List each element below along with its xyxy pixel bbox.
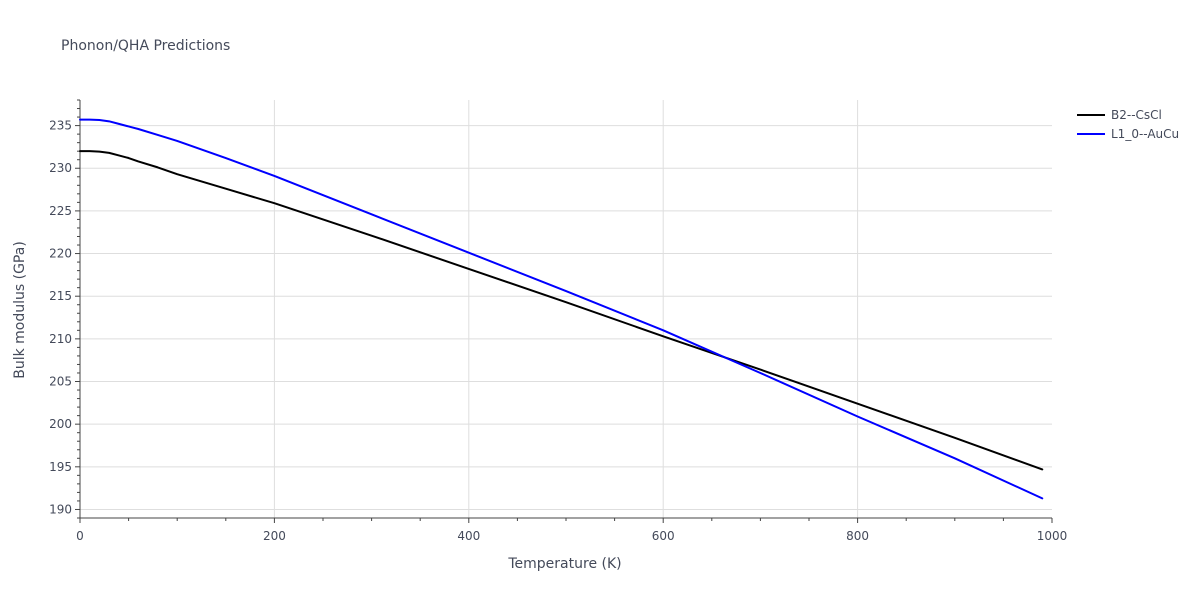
x-tick-label: 600: [652, 529, 675, 543]
y-tick-label: 205: [49, 375, 72, 389]
y-tick-label: 230: [49, 161, 72, 175]
legend[interactable]: B2--CsCl L1_0--AuCu: [1077, 108, 1179, 141]
x-tick-label: 400: [457, 529, 480, 543]
x-tick-label: 1000: [1037, 529, 1068, 543]
series-layer: [79, 118, 1044, 500]
x-tick-label: 800: [846, 529, 869, 543]
x-tick-label: 200: [263, 529, 286, 543]
series-line-l1-0-aucu[interactable]: [79, 118, 1044, 500]
x-tick-label: 0: [76, 529, 84, 543]
y-tick-label: 190: [49, 502, 72, 516]
legend-label: B2--CsCl: [1111, 108, 1162, 122]
x-axis-title: Temperature (K): [507, 556, 621, 572]
legend-item-b2-cscl[interactable]: B2--CsCl: [1077, 108, 1162, 122]
grid-layer: [80, 100, 1052, 518]
chart-title: Phonon/QHA Predictions: [61, 38, 230, 54]
y-axis-title: Bulk modulus (GPa): [12, 241, 28, 379]
series-line-b2-cscl[interactable]: [79, 150, 1044, 471]
y-tick-label: 225: [49, 204, 72, 218]
y-tick-label: 215: [49, 289, 72, 303]
y-tick-label: 220: [49, 247, 72, 261]
tick-labels-layer: 190 195 200 205 210 215 220 225 230 235 0 200 400 600…: [49, 119, 1067, 543]
y-tick-label: 210: [49, 332, 72, 346]
y-tick-label: 200: [49, 417, 72, 431]
legend-label: L1_0--AuCu: [1111, 127, 1179, 141]
y-tick-label: 195: [49, 460, 72, 474]
legend-item-l1-0-aucu[interactable]: L1_0--AuCu: [1077, 127, 1179, 141]
axes-layer: [75, 99, 1053, 523]
y-tick-label: 235: [49, 119, 72, 133]
